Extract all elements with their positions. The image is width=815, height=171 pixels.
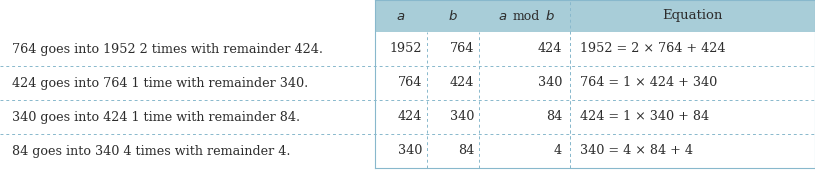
- Bar: [0, 134, 815, 168]
- Text: 340 = 4 × 84 + 4: 340 = 4 × 84 + 4: [580, 144, 693, 157]
- Text: 340 goes into 424 1 time with remainder 84.: 340 goes into 424 1 time with remainder …: [12, 110, 300, 123]
- Text: 340: 340: [538, 76, 562, 89]
- Text: 764: 764: [398, 76, 422, 89]
- Text: 84 goes into 340 4 times with remainder 4.: 84 goes into 340 4 times with remainder …: [12, 144, 290, 157]
- Text: 84: 84: [458, 144, 474, 157]
- Text: 4: 4: [554, 144, 562, 157]
- Text: $b$: $b$: [544, 9, 554, 23]
- Text: Equation: Equation: [663, 10, 723, 23]
- Text: 764: 764: [450, 43, 474, 56]
- Bar: [0, 32, 815, 66]
- Text: 764 goes into 1952 2 times with remainder 424.: 764 goes into 1952 2 times with remainde…: [12, 43, 323, 56]
- Text: 1952: 1952: [390, 43, 422, 56]
- Bar: [0, 100, 815, 134]
- Text: 1952 = 2 × 764 + 424: 1952 = 2 × 764 + 424: [580, 43, 725, 56]
- Text: 424 = 1 × 340 + 84: 424 = 1 × 340 + 84: [580, 110, 709, 123]
- Text: $a$: $a$: [396, 10, 406, 23]
- Text: 764 = 1 × 424 + 340: 764 = 1 × 424 + 340: [580, 76, 717, 89]
- Text: $a$: $a$: [498, 10, 507, 23]
- Text: 424: 424: [450, 76, 474, 89]
- Text: 424: 424: [398, 110, 422, 123]
- Text: 424: 424: [538, 43, 562, 56]
- Bar: [375, 0, 815, 32]
- Text: 84: 84: [546, 110, 562, 123]
- Text: mod: mod: [513, 10, 540, 23]
- Text: 340: 340: [398, 144, 422, 157]
- Text: 340: 340: [450, 110, 474, 123]
- Bar: [0, 66, 815, 100]
- Text: 424 goes into 764 1 time with remainder 340.: 424 goes into 764 1 time with remainder …: [12, 76, 308, 89]
- Text: $b$: $b$: [448, 9, 458, 23]
